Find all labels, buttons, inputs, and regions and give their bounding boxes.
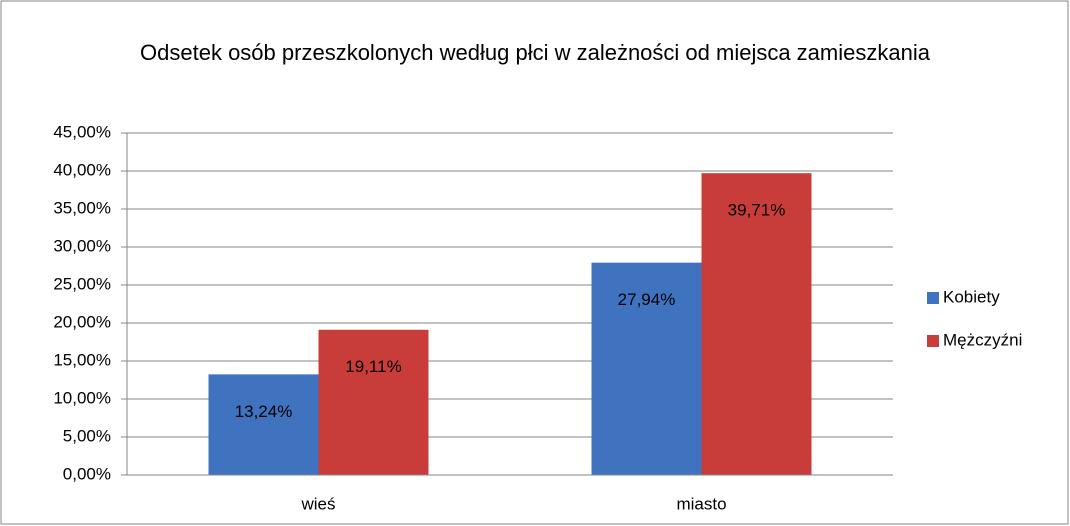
y-tick-label: 0,00% [63,464,111,483]
data-label: 27,94% [618,290,676,309]
y-tick-label: 15,00% [53,350,111,369]
bar [318,329,429,475]
y-tick-label: 40,00% [53,160,111,179]
legend-swatch [927,292,939,304]
x-tick-label: wieś [300,494,335,513]
bar [701,173,812,476]
y-tick-label: 45,00% [53,122,111,141]
bar [591,262,702,475]
y-tick-label: 20,00% [53,312,111,331]
data-label: 13,24% [235,402,293,421]
y-tick-label: 35,00% [53,198,111,217]
data-label: 39,71% [728,201,786,220]
bar [208,374,319,475]
y-tick-label: 30,00% [53,236,111,255]
y-tick-label: 10,00% [53,388,111,407]
legend-swatch [927,335,939,347]
chart-title: Odsetek osób przeszkolonych według płci … [140,40,930,65]
legend-label: Mężczyźni [943,330,1022,349]
x-tick-label: miasto [676,494,726,513]
y-tick-label: 5,00% [63,426,111,445]
y-tick-label: 25,00% [53,274,111,293]
data-label: 19,11% [345,357,401,376]
legend-label: Kobiety [943,287,1000,306]
